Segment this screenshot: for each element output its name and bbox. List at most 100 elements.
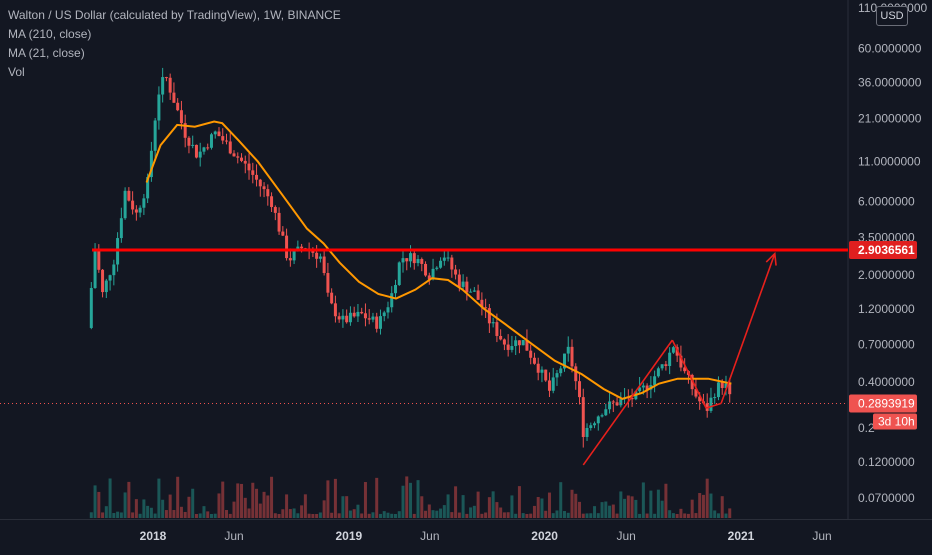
candle-body [544, 369, 548, 381]
chart-legend: Walton / US Dollar (calculated by Tradin… [8, 6, 341, 82]
candle-body [161, 77, 165, 95]
candle-body [187, 137, 191, 146]
volume-bar [352, 509, 356, 518]
volume-bar [585, 513, 589, 518]
candle-body [240, 157, 244, 161]
volume-bar [653, 513, 657, 518]
volume-bar [596, 513, 600, 518]
candle-body [604, 409, 608, 416]
volume-bar [716, 513, 720, 518]
volume-bar [191, 488, 195, 518]
volume-bar [405, 476, 409, 518]
candle-body [472, 290, 476, 292]
annotation-line-1 [582, 339, 673, 466]
candle-body [480, 299, 484, 308]
x-tick-label: Jun [617, 529, 636, 543]
countdown-label: 3d 10h [878, 415, 915, 429]
volume-bar [450, 512, 454, 518]
candle-body [149, 150, 153, 178]
candle-body [424, 263, 428, 276]
candle-body [375, 316, 379, 329]
resistance-price-tag [849, 240, 917, 259]
volume-bar [698, 493, 702, 518]
annotation-line-2 [671, 339, 707, 409]
volume-bar [326, 480, 330, 518]
volume-bar [172, 509, 176, 518]
volume-bar [664, 483, 668, 518]
resistance-price-label: 2.9036561 [858, 243, 915, 257]
currency-button[interactable]: USD [876, 6, 908, 26]
volume-bar [356, 504, 360, 518]
candle-body [221, 136, 225, 141]
candle-body [172, 92, 176, 103]
candle-body [356, 311, 360, 317]
volume-bar [273, 513, 277, 518]
volume-bar [251, 482, 255, 518]
volume-bar [307, 513, 311, 518]
candle-body [191, 144, 195, 146]
volume-bar [484, 512, 488, 518]
candle-body [123, 190, 127, 219]
candle-body [690, 374, 694, 390]
symbol-title[interactable]: Walton / US Dollar (calculated by Tradin… [8, 8, 341, 22]
candle-body [653, 376, 657, 386]
volume-bar [202, 506, 206, 518]
candle-body [397, 262, 401, 286]
candle-body [367, 318, 371, 320]
candle-body [547, 380, 551, 391]
ma-short-legend[interactable]: MA (21, close) [8, 46, 85, 60]
candle-body [157, 94, 161, 121]
candle-body [427, 275, 431, 280]
y-tick-label: 21.0000000 [858, 111, 922, 125]
volume-bar [285, 494, 289, 518]
candle-body [562, 353, 566, 369]
y-tick-label: 60.0000000 [858, 41, 922, 55]
ma-long-legend[interactable]: MA (210, close) [8, 27, 92, 41]
y-tick-label: 36.0000000 [858, 75, 922, 89]
candle-body [363, 313, 367, 319]
volume-bar [266, 495, 270, 518]
volume-bar [630, 496, 634, 518]
candle-body [371, 316, 375, 320]
volume-bar [281, 509, 285, 518]
volume-bar [322, 500, 326, 518]
volume-bar [240, 483, 244, 518]
volume-bar [131, 512, 135, 518]
x-tick-label: Jun [224, 529, 243, 543]
volume-legend[interactable]: Vol [8, 65, 25, 79]
volume-bar [206, 511, 210, 518]
volume-bar [303, 494, 307, 518]
volume-bar [551, 513, 555, 518]
candle-body [330, 292, 334, 304]
candle-body [716, 382, 720, 398]
candle-body [525, 340, 529, 351]
candle-body [728, 383, 732, 395]
candle-body [292, 250, 296, 261]
volume-bar [645, 513, 649, 518]
candle-body [228, 141, 232, 154]
volume-bar [469, 507, 473, 518]
volume-bar [457, 512, 461, 518]
volume-bar [337, 513, 341, 518]
candle-body [645, 385, 649, 390]
candle-body [273, 207, 277, 213]
volume-bar [412, 513, 416, 518]
candle-body [89, 288, 93, 328]
candle-body [315, 252, 319, 259]
candle-body [183, 123, 187, 138]
candle-body [352, 312, 356, 317]
volume-bar [146, 505, 150, 518]
volume-bar [540, 498, 544, 518]
volume-bar [634, 499, 638, 518]
candle-body [465, 281, 469, 293]
volume-bar [198, 513, 202, 518]
volume-bar [318, 512, 322, 518]
volume-bar [476, 491, 480, 518]
volume-bar [555, 510, 559, 518]
y-tick-label: 2.0000000 [858, 268, 915, 282]
volume-bar [116, 511, 120, 518]
volume-bar [149, 507, 153, 518]
candle-body [540, 369, 544, 373]
